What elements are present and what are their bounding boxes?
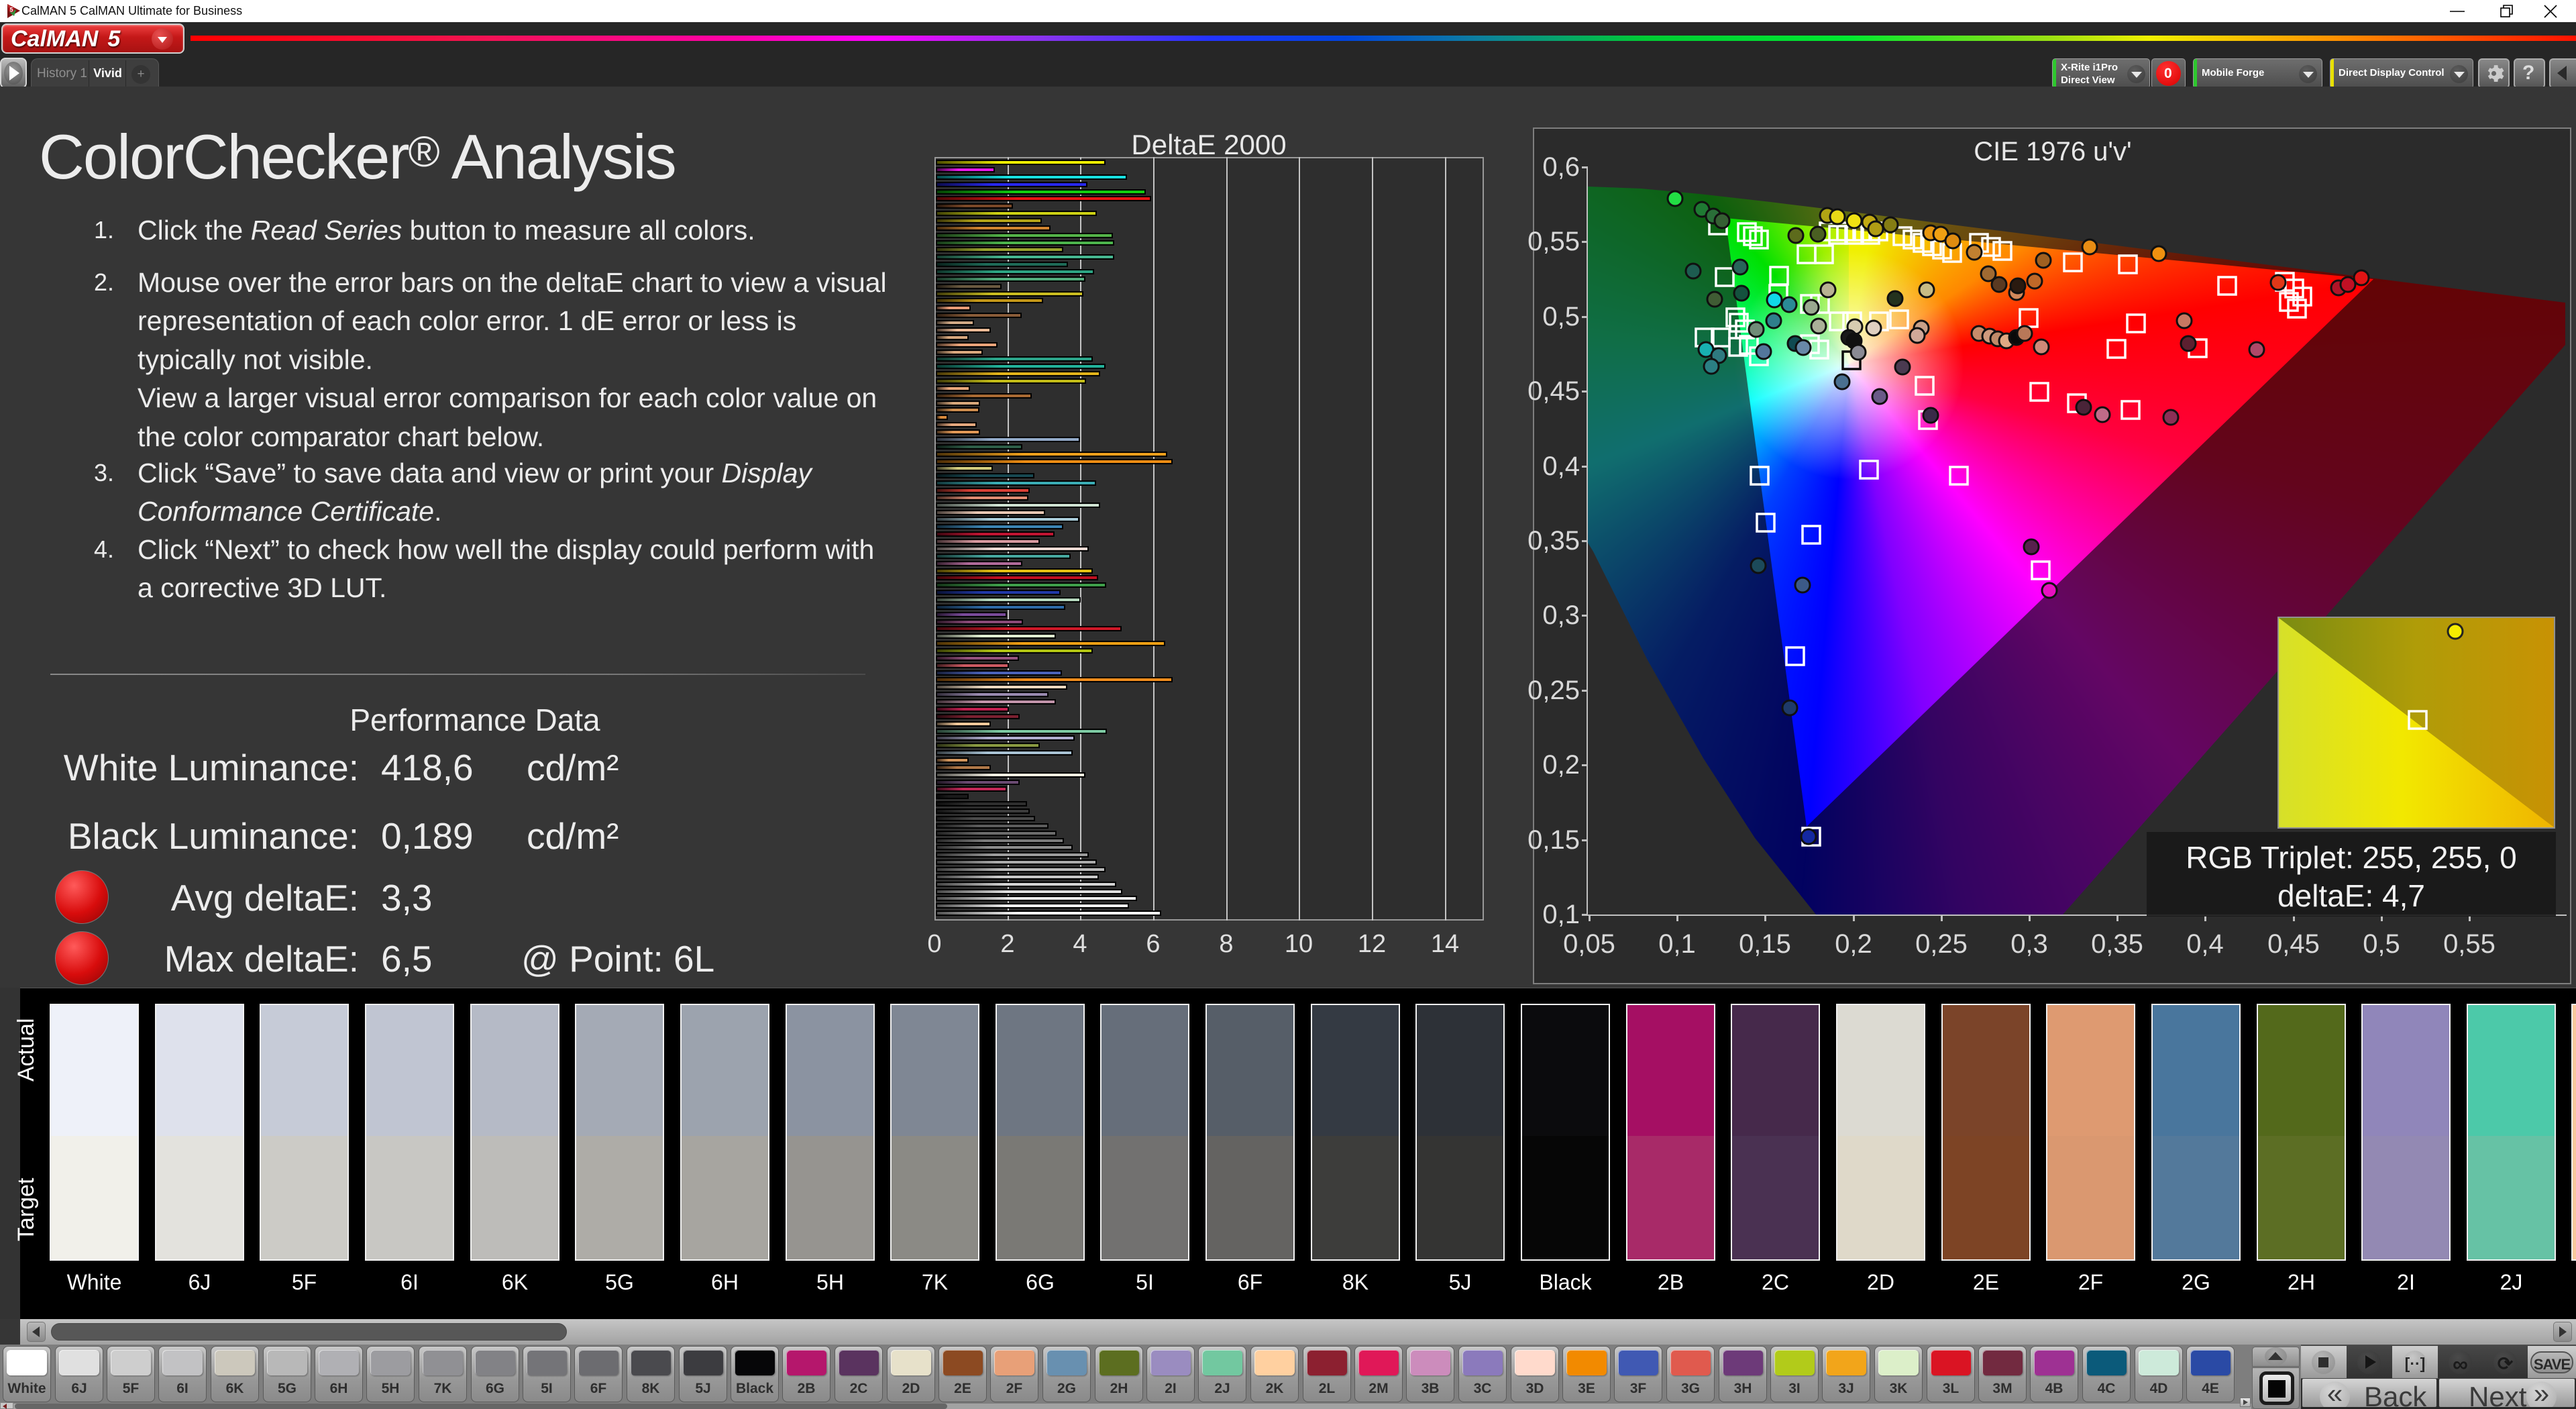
svg-text:5: 5 — [9, 7, 13, 13]
